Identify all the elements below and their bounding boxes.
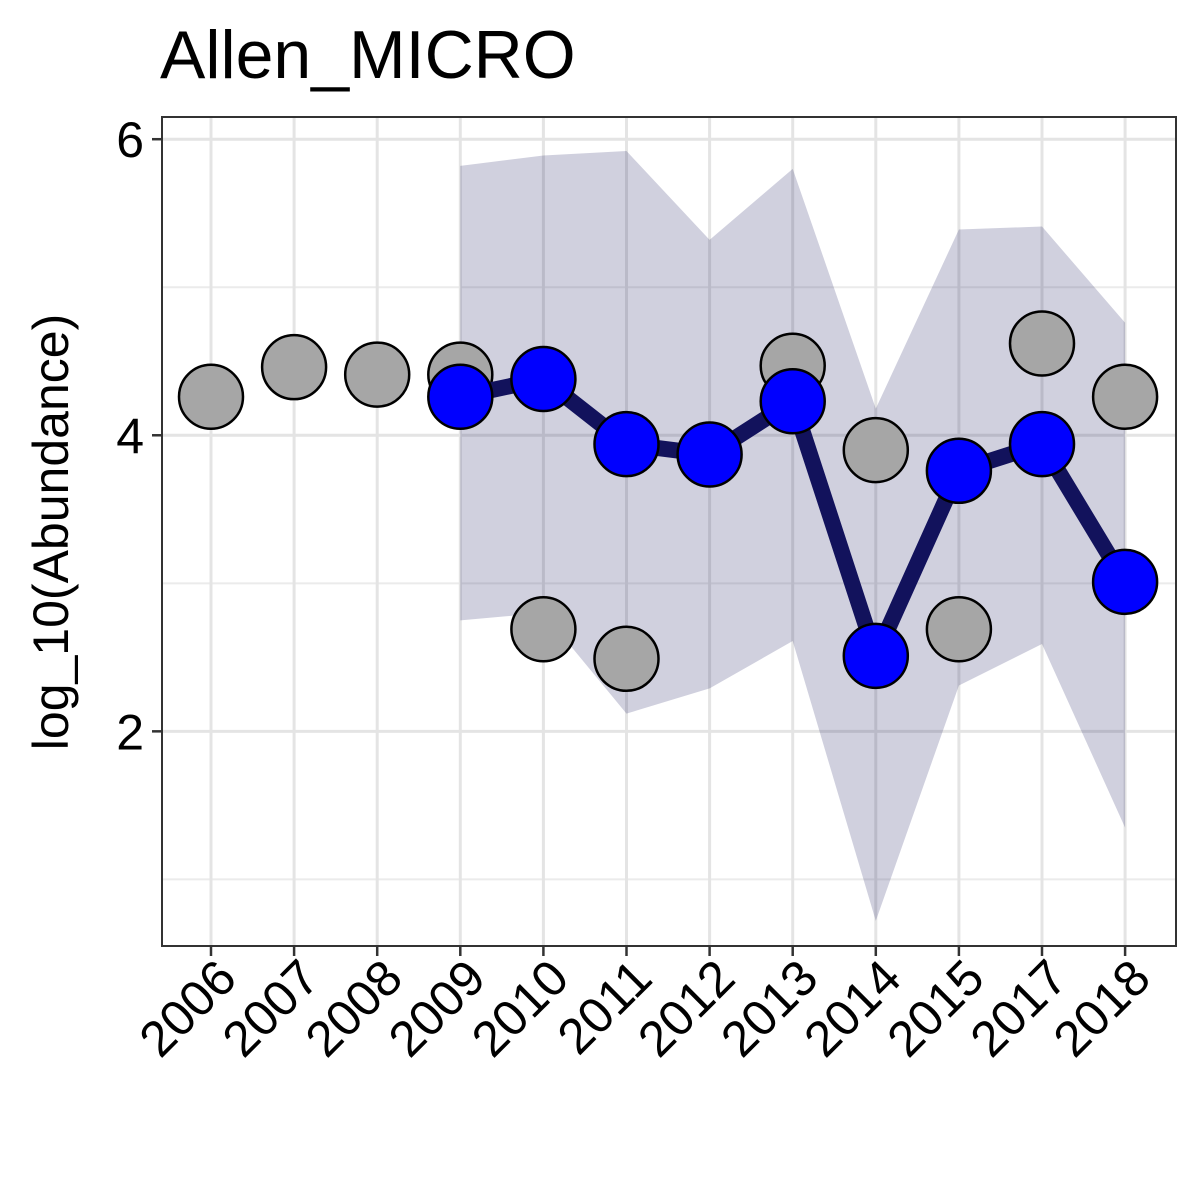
estimate-point <box>925 437 993 505</box>
x-tick-label: 2008 <box>295 949 413 1067</box>
observed-point <box>510 595 577 663</box>
estimate-point <box>427 363 494 431</box>
estimate-point <box>759 367 826 435</box>
plot-area: 2462006200720082009201020112012201320142… <box>116 112 1177 1067</box>
observed-point <box>1091 363 1159 431</box>
observed-point <box>593 625 660 693</box>
estimate-point <box>510 345 577 413</box>
x-tick-label: 2017 <box>960 949 1078 1067</box>
x-tick-label: 2012 <box>627 949 745 1067</box>
x-tick-label: 2015 <box>876 949 994 1067</box>
x-tick-label: 2013 <box>710 949 828 1067</box>
x-tick-label: 2009 <box>378 949 496 1067</box>
estimate-point <box>1008 410 1076 478</box>
observed-point <box>925 595 993 663</box>
observed-point <box>842 416 910 484</box>
estimate-point <box>1091 548 1159 616</box>
observed-point <box>343 341 411 408</box>
panel-border <box>161 116 1177 947</box>
observed-point <box>260 333 328 401</box>
estimate-point <box>676 421 743 488</box>
x-tick-label: 2011 <box>547 949 663 1065</box>
x-tick-label: 2006 <box>129 949 247 1067</box>
y-tick-label: 4 <box>116 408 144 464</box>
confidence-band <box>460 151 1126 921</box>
observed-point <box>1008 310 1076 377</box>
y-tick-label: 6 <box>116 112 144 168</box>
estimate-point <box>593 410 660 478</box>
panel-background <box>162 117 1176 946</box>
chart-title: Allen_MICRO <box>160 17 576 93</box>
y-axis-label: log_10(Abundance) <box>23 314 79 750</box>
observed-point <box>177 363 245 431</box>
x-tick-label: 2018 <box>1043 949 1161 1067</box>
y-tick-label: 2 <box>116 704 144 760</box>
x-tick-label: 2007 <box>212 949 330 1067</box>
x-tick-label: 2014 <box>793 949 911 1067</box>
estimate-point <box>842 622 910 690</box>
x-tick-label: 2010 <box>461 949 579 1067</box>
